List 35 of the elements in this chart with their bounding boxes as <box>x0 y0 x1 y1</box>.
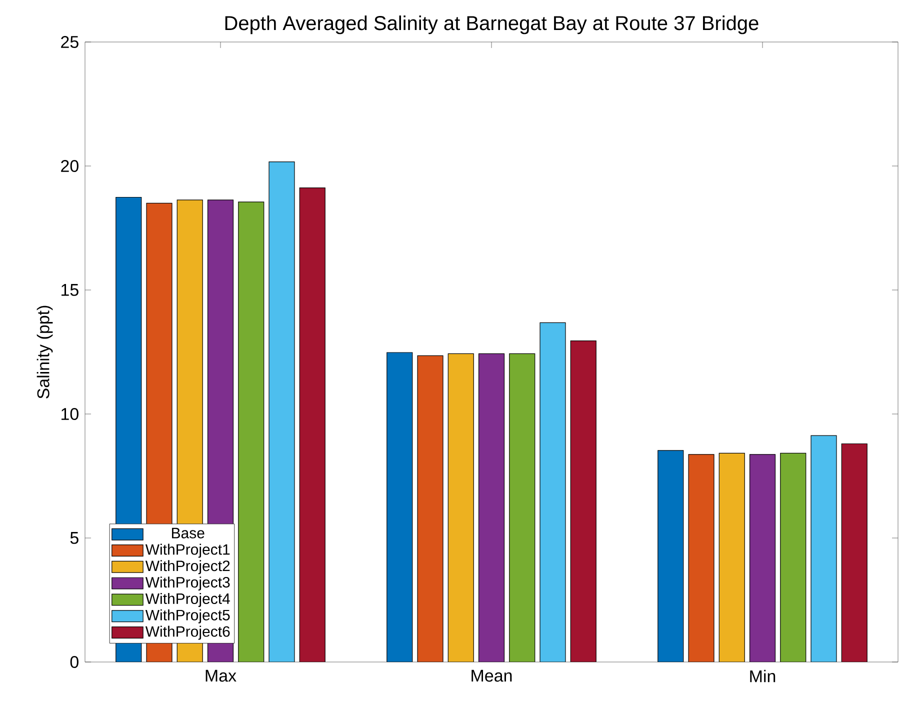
y-tick-label: 20 <box>61 160 78 172</box>
bar <box>478 353 505 662</box>
bar <box>268 161 295 662</box>
legend-label: WithProject1 <box>145 544 230 558</box>
bar <box>448 353 474 662</box>
bar <box>417 355 444 662</box>
bar <box>299 188 326 662</box>
legend-label: Base <box>172 528 204 538</box>
legend-label: WithProject3 <box>145 576 230 591</box>
y-tick-label: 10 <box>62 408 78 420</box>
bar <box>841 443 868 662</box>
legend-label: WithProject2 <box>145 560 230 574</box>
legend-label: WithProject6 <box>145 626 230 640</box>
legend-label: WithProject5 <box>145 609 230 624</box>
y-tick-label: 5 <box>70 532 78 544</box>
bar <box>386 352 413 662</box>
x-tick-label: Min <box>750 670 776 682</box>
legend-label: WithProject4 <box>145 592 230 607</box>
bar <box>540 322 566 662</box>
bar <box>570 340 596 662</box>
bar <box>509 353 536 662</box>
bar <box>749 454 776 662</box>
y-tick-label: 0 <box>70 656 78 668</box>
chart-title: Depth Averaged Salinity at Barnegat Bay at Route 37 Bridge <box>225 16 758 34</box>
bar <box>780 452 806 662</box>
bar <box>810 435 837 662</box>
bar <box>688 454 714 662</box>
y-tick-label: 25 <box>61 36 78 48</box>
bar <box>238 202 264 662</box>
x-tick-label: Max <box>206 670 236 682</box>
bar <box>718 452 745 662</box>
x-tick-label: Mean <box>472 670 512 682</box>
y-tick-label: 15 <box>62 284 78 296</box>
y-axis-title: Salinity (ppt) <box>36 306 53 398</box>
bar <box>658 450 684 662</box>
